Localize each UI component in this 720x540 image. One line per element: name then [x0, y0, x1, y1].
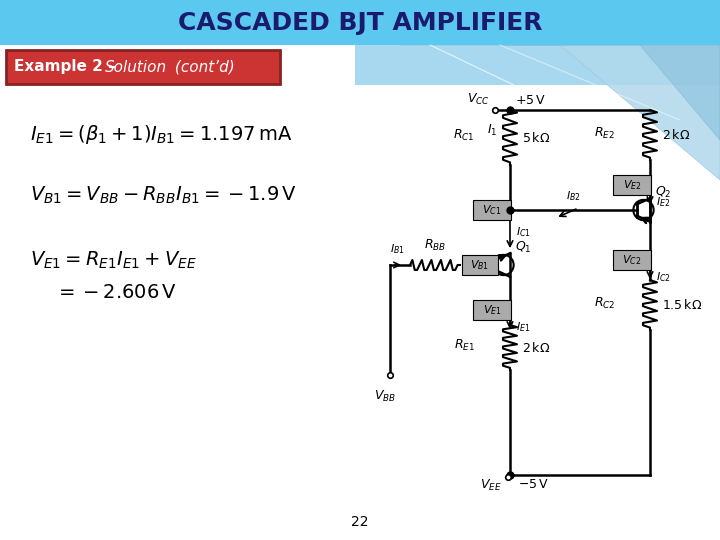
FancyBboxPatch shape	[462, 255, 498, 275]
Polygon shape	[400, 45, 720, 180]
Text: $I_{C2}$: $I_{C2}$	[656, 270, 671, 284]
Text: $I_{E1} = \left(\beta_1 + 1\right)I_{B1} = 1.197\,\mathrm{mA}$: $I_{E1} = \left(\beta_1 + 1\right)I_{B1}…	[30, 124, 292, 146]
Text: $V_{E2}$: $V_{E2}$	[623, 178, 642, 192]
Text: $I_{B2}$: $I_{B2}$	[566, 189, 581, 203]
Text: $5\,\mathrm{k\Omega}$: $5\,\mathrm{k\Omega}$	[522, 131, 550, 145]
Text: Example 2 –: Example 2 –	[14, 59, 121, 75]
FancyBboxPatch shape	[613, 250, 651, 270]
Text: $I_1$: $I_1$	[487, 123, 498, 138]
Text: $V_{B1}$: $V_{B1}$	[470, 258, 490, 272]
FancyBboxPatch shape	[0, 0, 720, 45]
Text: $= -2.606\,\mathrm{V}$: $= -2.606\,\mathrm{V}$	[55, 282, 177, 301]
Text: $V_{CC}$: $V_{CC}$	[467, 92, 490, 107]
FancyBboxPatch shape	[355, 45, 720, 85]
Text: $I_{C1}$: $I_{C1}$	[516, 226, 531, 239]
Text: 22: 22	[351, 515, 369, 529]
Text: $V_{C2}$: $V_{C2}$	[622, 253, 642, 267]
Text: $2\,\mathrm{k\Omega}$: $2\,\mathrm{k\Omega}$	[522, 341, 550, 354]
Text: $R_{C2}$: $R_{C2}$	[593, 295, 615, 310]
Text: $V_{E1} = R_{E1}I_{E1} + V_{EE}$: $V_{E1} = R_{E1}I_{E1} + V_{EE}$	[30, 249, 197, 271]
FancyBboxPatch shape	[6, 50, 280, 84]
Text: $I_{E2}$: $I_{E2}$	[656, 195, 670, 209]
Polygon shape	[500, 45, 720, 140]
Text: Solution: Solution	[105, 59, 167, 75]
Text: $-5\,\mathrm{V}$: $-5\,\mathrm{V}$	[518, 478, 549, 491]
Polygon shape	[430, 45, 720, 85]
FancyBboxPatch shape	[473, 300, 511, 320]
Text: $V_{B1} = V_{BB} - R_{BB}I_{B1} = -1.9\,\mathrm{V}$: $V_{B1} = V_{BB} - R_{BB}I_{B1} = -1.9\,…	[30, 184, 297, 206]
Text: $I_{E1}$: $I_{E1}$	[516, 320, 531, 334]
Text: $2\,\mathrm{k\Omega}$: $2\,\mathrm{k\Omega}$	[662, 128, 690, 142]
Text: $I_{B1}$: $I_{B1}$	[390, 242, 405, 256]
Text: $Q_1$: $Q_1$	[515, 239, 531, 254]
Text: $R_{E1}$: $R_{E1}$	[454, 338, 475, 353]
Text: $+5\,\mathrm{V}$: $+5\,\mathrm{V}$	[515, 94, 546, 107]
Text: $R_{E2}$: $R_{E2}$	[594, 125, 615, 140]
Text: (cont’d): (cont’d)	[170, 59, 235, 75]
Text: $V_{C1}$: $V_{C1}$	[482, 203, 502, 217]
FancyBboxPatch shape	[473, 200, 511, 220]
Text: $R_{BB}$: $R_{BB}$	[424, 238, 446, 253]
Text: $Q_2$: $Q_2$	[655, 185, 672, 200]
Text: $V_{EE}$: $V_{EE}$	[480, 478, 502, 493]
FancyBboxPatch shape	[613, 175, 651, 195]
Text: $R_{C1}$: $R_{C1}$	[454, 128, 475, 143]
Text: $V_{E1}$: $V_{E1}$	[482, 303, 501, 317]
Text: CASCADED BJT AMPLIFIER: CASCADED BJT AMPLIFIER	[178, 11, 542, 35]
Text: $1.5\,\mathrm{k\Omega}$: $1.5\,\mathrm{k\Omega}$	[662, 298, 702, 312]
Text: $V_{BB}$: $V_{BB}$	[374, 389, 396, 404]
